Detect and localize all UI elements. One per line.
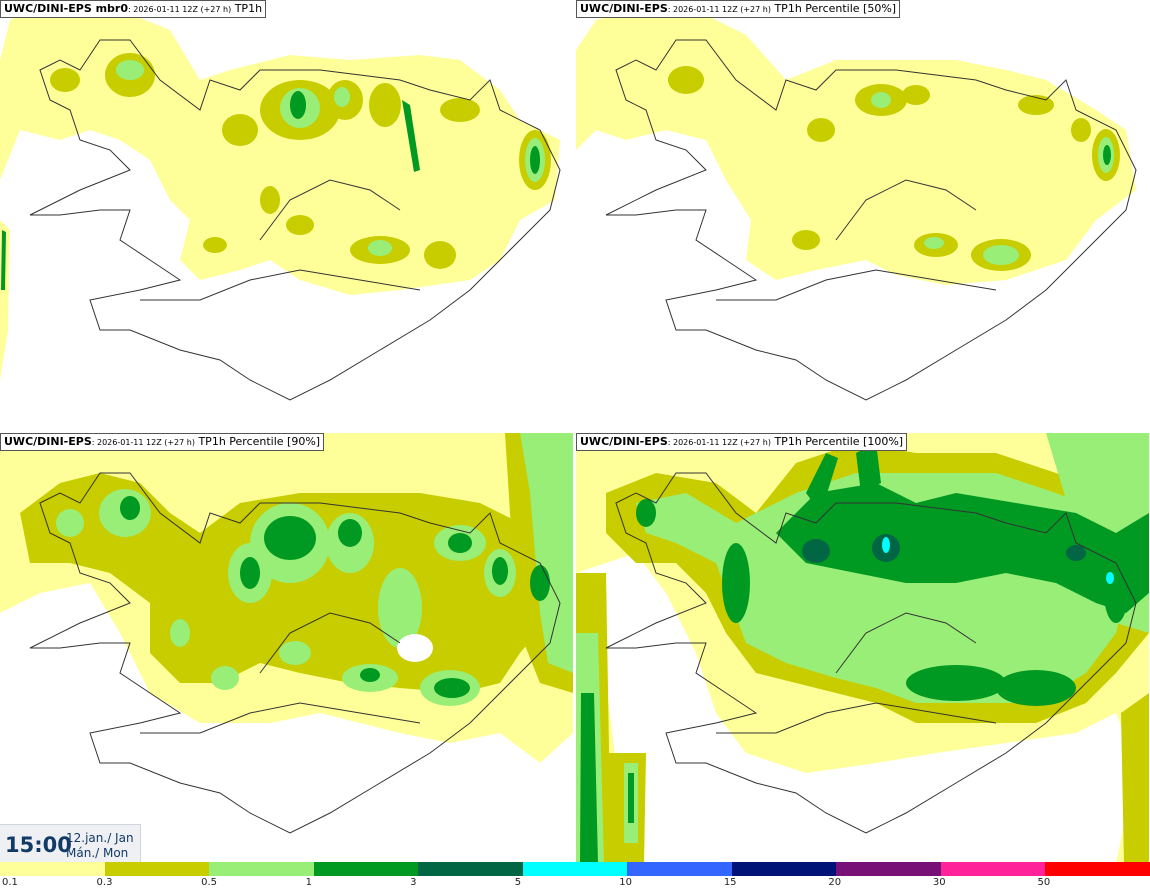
map-panel-p90: UWC/DINI-EPS: 2026-01-11 12Z (+27 h) TP1… (0, 433, 573, 864)
legend-swatch (836, 862, 941, 876)
precip-map-p90 (0, 433, 573, 834)
coastline (29, 472, 561, 834)
legend-tick-label: 30 (932, 877, 946, 888)
legend-swatch (0, 862, 105, 876)
legend-swatch (522, 862, 628, 876)
legend-tick-label: 15 (723, 877, 737, 888)
precip-field (576, 10, 1136, 285)
legend-tick-label: 0.5 (201, 877, 217, 888)
map-panel-member0: UWC/DINI-EPS mbr0: 2026-01-11 12Z (+27 h… (0, 0, 573, 431)
coastline (29, 39, 561, 401)
valid-date-line2: Mán./ Mon (66, 846, 129, 860)
panel-title: UWC/DINI-EPS: 2026-01-11 12Z (+27 h) TP1… (0, 433, 325, 451)
legend-swatch (104, 862, 210, 876)
map-panel-p100: UWC/DINI-EPS: 2026-01-11 12Z (+27 h) TP1… (576, 433, 1149, 864)
legend-swatch (731, 862, 837, 876)
legend-tick-label: 0.1 (2, 877, 18, 888)
valid-time: 15:00 (5, 833, 72, 857)
legend-swatch (313, 862, 419, 876)
panel-title: UWC/DINI-EPS: 2026-01-11 12Z (+27 h) TP1… (576, 0, 901, 18)
legend-swatch (418, 862, 523, 876)
precip-map-p100 (576, 433, 1149, 864)
precip-map-member0 (0, 5, 561, 401)
legend-swatch (627, 862, 732, 876)
color-legend: 0.1 0.3 0.5 1 3 5 10 15 20 30 50 (0, 862, 1150, 891)
panel-divider-horizontal (0, 431, 1150, 433)
legend-tick-label: 10 (619, 877, 632, 888)
legend-bar (0, 862, 1150, 876)
legend-tick-label: 5 (514, 877, 522, 888)
valid-time-box: 15:00 12.jan./ Jan Mán./ Mon (0, 824, 141, 863)
legend-tick-label: 3 (410, 877, 417, 888)
legend-swatch (1045, 862, 1150, 876)
coastline (605, 472, 1137, 834)
legend-swatch (940, 862, 1046, 876)
precip-map-p50 (576, 10, 1137, 401)
map-panel-p50: UWC/DINI-EPS: 2026-01-11 12Z (+27 h) TP1… (576, 0, 1149, 431)
panel-title: UWC/DINI-EPS mbr0: 2026-01-11 12Z (+27 h… (0, 0, 267, 18)
precip-field (576, 433, 1149, 864)
legend-swatch (209, 862, 314, 876)
legend-tick-label: 1 (305, 877, 312, 888)
legend-tick-label: 20 (828, 877, 842, 888)
legend-tick-label: 0.3 (96, 877, 113, 888)
precip-field (0, 433, 573, 763)
precip-field (0, 5, 560, 380)
coastline (605, 39, 1137, 401)
legend-tick-label: 50 (1037, 877, 1051, 888)
panel-title: UWC/DINI-EPS: 2026-01-11 12Z (+27 h) TP1… (576, 433, 908, 451)
valid-date-line1: 12.jan./ Jan (66, 831, 134, 845)
